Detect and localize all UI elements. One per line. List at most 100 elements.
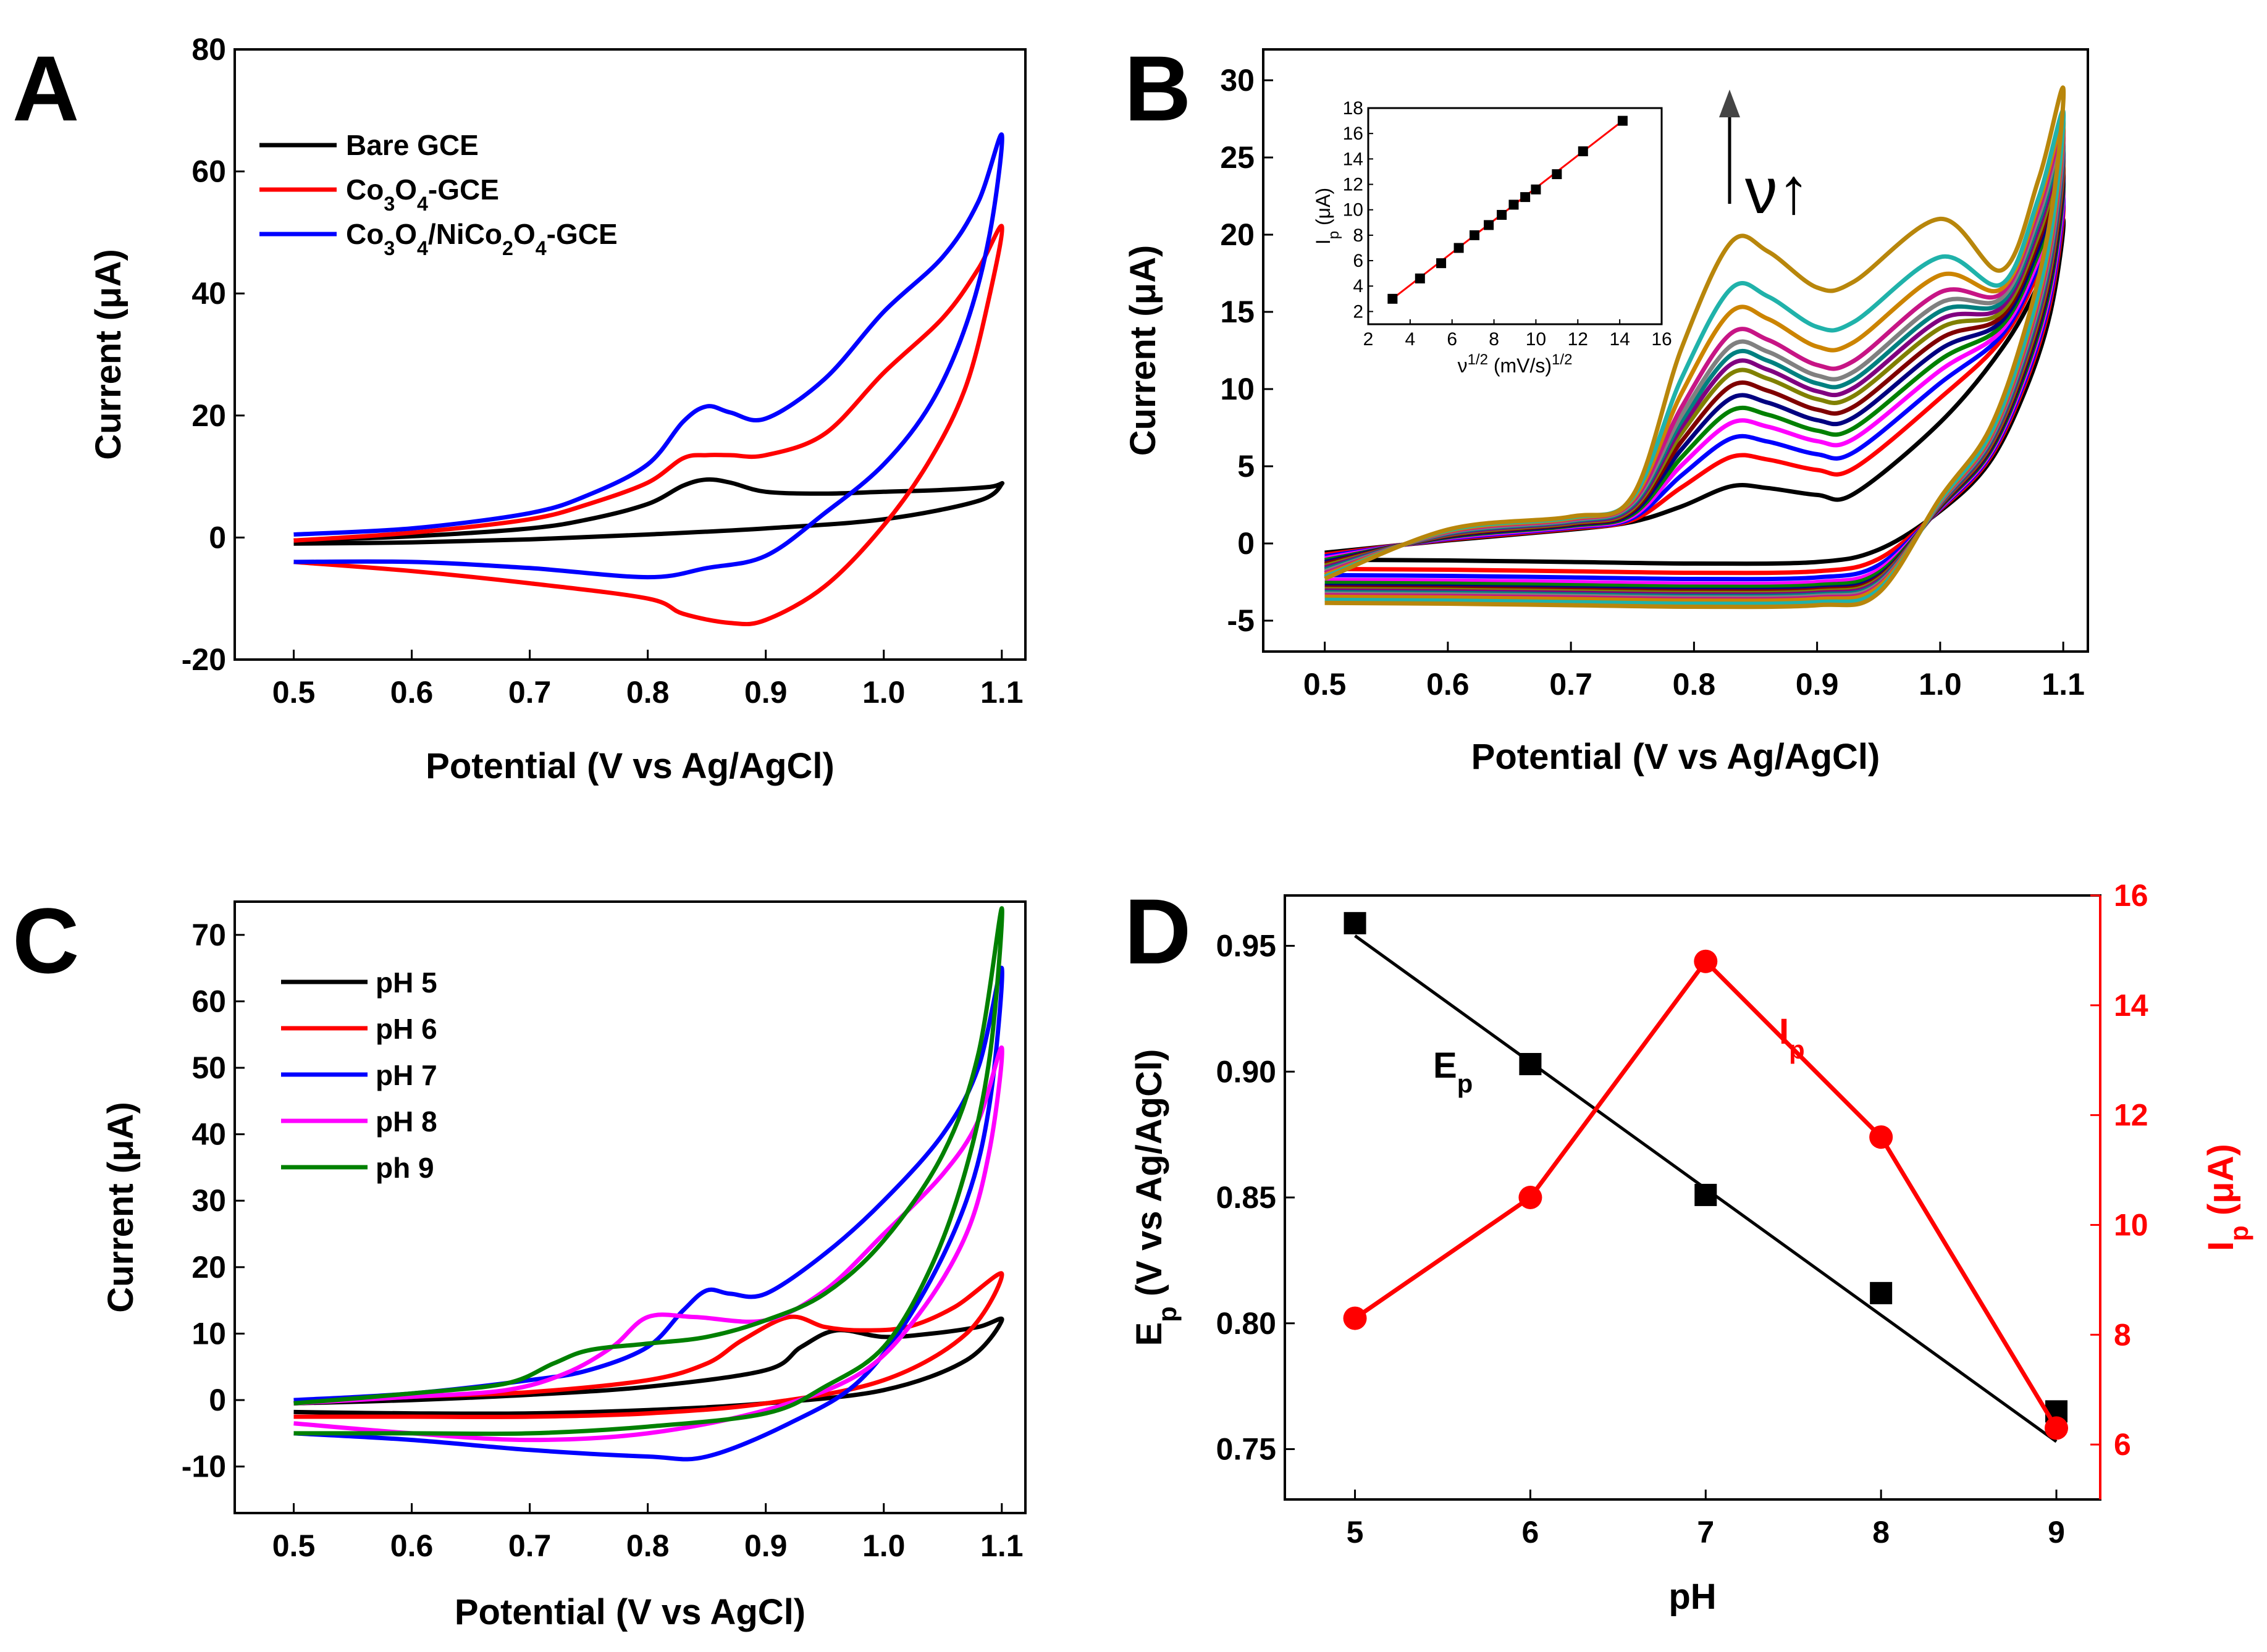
inset-x-tick-label: 14 [1609, 329, 1630, 350]
inset-data-point [1387, 293, 1398, 304]
inset-x-tick-label: 8 [1489, 329, 1499, 350]
y-tick-label: 5 [1237, 449, 1255, 484]
arrow-head-icon [1719, 90, 1740, 117]
x-tick-label: 7 [1697, 1515, 1714, 1549]
inset-frame [1367, 107, 1663, 325]
cv-curve [293, 966, 1004, 1462]
y-tick-label: 0.75 [1216, 1432, 1276, 1467]
x-tick-label: 1.1 [980, 675, 1024, 710]
y-tick-label: -5 [1227, 603, 1255, 638]
inset-data-point [1470, 230, 1480, 240]
x-axis-title: pH [1668, 1577, 1716, 1617]
ip-data-point [2045, 1416, 2069, 1440]
x-tick-label: 0.9 [744, 675, 788, 710]
x-tick-label: 0.9 [1796, 667, 1839, 702]
text-run: Bare GCE [346, 129, 479, 161]
y-tick-label: 20 [191, 398, 226, 433]
y-tick-label: 50 [191, 1050, 226, 1085]
inset-data-point [1497, 209, 1507, 220]
y-right-tick-label: 10 [2114, 1207, 2148, 1242]
y-tick-label: -20 [182, 642, 226, 677]
x-tick-label: 0.7 [508, 675, 552, 710]
inset-y-tick-label: 18 [1343, 98, 1363, 119]
x-tick-label: 0.7 [508, 1528, 552, 1563]
x-tick-label: 0.8 [626, 675, 670, 710]
cv-curve [293, 906, 1004, 1436]
x-tick-label: 0.6 [390, 1528, 434, 1563]
y-tick-label: 60 [191, 154, 226, 189]
y-tick-label: 80 [191, 32, 226, 67]
subscript: 3 [384, 193, 395, 215]
legend-entry: Bare GCE [346, 129, 479, 161]
inset-data-point [1453, 243, 1464, 253]
plot-frame [233, 900, 1027, 1514]
text-run: (μA) [1312, 188, 1334, 231]
y-tick-label: 0.90 [1216, 1054, 1276, 1089]
y-tick-label: 0.80 [1216, 1306, 1276, 1341]
y-right-tick-label: 8 [2114, 1317, 2131, 1352]
y-tick-label: 25 [1220, 140, 1255, 175]
legend-entry: pH 7 [376, 1059, 437, 1091]
panel-label: C [12, 889, 79, 992]
inset-data-point [1617, 115, 1628, 126]
superscript: 1/2 [1468, 351, 1488, 368]
text-run: O [395, 174, 417, 206]
subscript: p [1153, 1306, 1182, 1322]
x-tick-label: 5 [1347, 1515, 1364, 1549]
plot-frame [233, 48, 1027, 661]
scan-rate-annotation: ν↑ [1745, 155, 1810, 227]
cv-curve [293, 132, 1004, 580]
y-tick-label: 20 [191, 1250, 226, 1285]
inset-y-tick-label: 4 [1353, 276, 1363, 296]
cv-curve [293, 477, 1005, 546]
x-tick-label: 9 [2048, 1515, 2065, 1549]
x-tick-label: 0.5 [272, 1528, 316, 1563]
cv-curve [1324, 109, 2066, 606]
inset-x-tick-label: 10 [1526, 329, 1546, 350]
inset-x-axis-title: ν1/2 (mV/s)1/2 [1458, 351, 1573, 377]
x-tick-label: 0.9 [744, 1528, 788, 1563]
y-axis-title: Ep (V vs Ag/AgCl) [1129, 1049, 1182, 1346]
panel-label: B [1124, 36, 1191, 140]
y-axis-title: Current (μA) [1123, 245, 1163, 456]
x-tick-label: 0.8 [626, 1528, 670, 1563]
y-tick-label: 40 [191, 1117, 226, 1152]
inset-data-point [1552, 169, 1562, 180]
text-run: Co [346, 174, 384, 206]
cv-curve [1324, 85, 2066, 610]
plot-frame [1284, 894, 2101, 1501]
panel-b: 0.5 0.6 0.7 0.8 0.9 1.0 1.1 -5 0 5 10 15 20 25 30 B Pote… [1123, 36, 2089, 777]
x-tick-label: 8 [1872, 1515, 1890, 1549]
y-tick-label: 60 [191, 984, 226, 1018]
ip-series-label: Ip [1779, 1012, 1805, 1064]
text-run: ν [1458, 354, 1468, 377]
legend-entry: pH 8 [376, 1105, 437, 1138]
ep-data-point [1694, 1183, 1717, 1206]
subscript: p [1457, 1069, 1473, 1098]
inset-x-tick-label: 12 [1568, 329, 1588, 350]
text-run: I [1779, 1012, 1789, 1052]
subscript: 3 [384, 237, 395, 259]
text-run: E [1433, 1046, 1457, 1086]
inset-y-tick-label: 14 [1343, 149, 1363, 169]
text-run: (mV/s) [1488, 354, 1552, 377]
text-run: Co [346, 218, 384, 250]
x-tick-label: 1.0 [862, 675, 906, 710]
ep-data-point [1870, 1281, 1893, 1304]
x-tick-label: 1.0 [1919, 667, 1962, 702]
panel-a: 0.5 0.6 0.7 0.8 0.9 1.0 1.1 -20 0 20 40 60 80 A Potent… [12, 32, 1027, 786]
inset-y-tick-label: 16 [1343, 124, 1363, 144]
cv-curve [293, 1046, 1004, 1443]
inset-data-point [1578, 146, 1588, 156]
panel-label: A [12, 36, 79, 140]
y-tick-label: 30 [1220, 63, 1255, 98]
y-tick-label: 10 [191, 1316, 226, 1351]
x-tick-label: 1.0 [862, 1528, 906, 1563]
subscript: p [1789, 1035, 1805, 1064]
ip-data-point [1869, 1125, 1893, 1149]
x-tick-label: 0.7 [1549, 667, 1592, 702]
legend-entry: Co3O4-GCE [346, 174, 499, 215]
subscript: 2 [502, 237, 513, 259]
x-tick-label: 1.1 [980, 1528, 1024, 1563]
